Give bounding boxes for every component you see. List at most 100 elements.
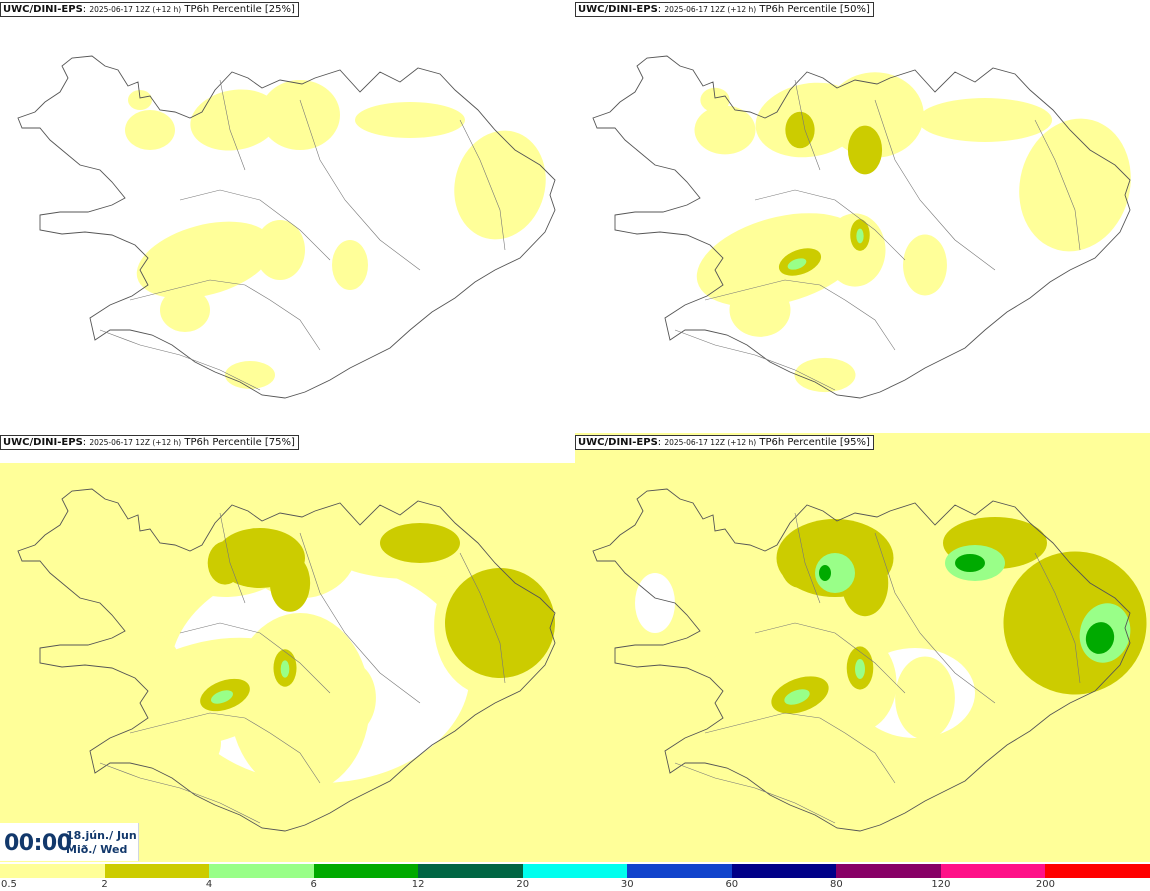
precip-area xyxy=(355,102,465,138)
legend-tick: 60 xyxy=(725,879,739,890)
precip-area xyxy=(114,534,186,592)
precip-area xyxy=(214,787,286,829)
precip-area xyxy=(1085,622,1115,654)
precip-area xyxy=(332,240,368,290)
precip-area xyxy=(160,288,210,332)
map-p50 xyxy=(592,55,1131,399)
precip-area xyxy=(454,130,546,240)
precip-area xyxy=(819,565,831,581)
road-line xyxy=(129,712,321,784)
coastline xyxy=(592,55,1131,399)
road-line xyxy=(299,532,421,704)
precip-area xyxy=(783,784,867,832)
precip-area xyxy=(125,110,175,150)
precip-area xyxy=(855,659,865,679)
precip-area xyxy=(856,228,864,244)
road-line xyxy=(129,279,321,351)
road-line xyxy=(99,329,261,391)
legend-swatch xyxy=(418,864,524,878)
road-line xyxy=(459,119,506,251)
road-line xyxy=(754,189,906,261)
precip-area xyxy=(700,87,730,113)
legend-swatch xyxy=(313,864,419,878)
road-line xyxy=(794,79,821,171)
panel-title-p75: UWC/DINI-EPS: 2025-06-17 12Z (+12 h) TP6… xyxy=(0,435,299,450)
precip-area xyxy=(903,234,947,296)
legend-swatch xyxy=(836,864,942,878)
precip-area xyxy=(815,553,855,593)
map-p95 xyxy=(575,433,1150,862)
legend-swatch xyxy=(1045,864,1150,878)
legend-swatch xyxy=(940,864,1046,878)
legend-tick: 12 xyxy=(411,879,425,890)
precip-area xyxy=(210,690,234,704)
precip-area xyxy=(635,573,675,633)
precip-area xyxy=(280,660,290,678)
road-line xyxy=(299,99,421,271)
coastline xyxy=(17,55,556,399)
color-legend: 0.5 2 4 6 12 20 30 60 80 120 200 xyxy=(0,862,1150,891)
panel-title-p25: UWC/DINI-EPS: 2025-06-17 12Z (+12 h) TP6… xyxy=(0,2,299,17)
coastline xyxy=(17,488,556,832)
panel-title-p50: UWC/DINI-EPS: 2025-06-17 12Z (+12 h) TP6… xyxy=(575,2,874,17)
legend-swatch xyxy=(209,864,315,878)
road-line xyxy=(1034,552,1081,684)
map-p25 xyxy=(17,55,556,399)
road-line xyxy=(794,512,821,604)
panel-title-p95: UWC/DINI-EPS: 2025-06-17 12Z (+12 h) TP6… xyxy=(575,435,874,450)
road-line xyxy=(219,79,246,171)
road-line xyxy=(754,622,906,694)
precip-area xyxy=(128,90,152,110)
precip-area xyxy=(847,125,883,175)
panel-p50: UWC/DINI-EPS: 2025-06-17 12Z (+12 h) TP6… xyxy=(575,0,1150,429)
legend-tick: 0.5 xyxy=(1,879,17,890)
coastline xyxy=(592,488,1131,832)
legend-tick: 6 xyxy=(310,879,317,890)
precip-area xyxy=(824,213,886,287)
precip-area xyxy=(718,706,802,780)
precip-area xyxy=(190,89,280,151)
precip-area xyxy=(895,656,955,740)
legend-swatch xyxy=(522,864,628,878)
precip-area xyxy=(225,361,275,389)
panel-p25: UWC/DINI-EPS: 2025-06-17 12Z (+12 h) TP6… xyxy=(0,0,575,429)
road-line xyxy=(674,329,836,391)
precip-area xyxy=(122,518,158,548)
precip-area xyxy=(785,111,815,149)
road-line xyxy=(99,762,261,824)
road-line xyxy=(674,762,836,824)
precip-area xyxy=(324,662,376,734)
precip-area xyxy=(729,283,791,337)
road-line xyxy=(874,99,996,271)
precip-area xyxy=(260,80,340,150)
precip-area xyxy=(445,568,555,678)
road-line xyxy=(179,189,331,261)
precip-area xyxy=(826,72,924,158)
road-line xyxy=(459,552,506,684)
road-line xyxy=(874,532,996,704)
precip-area xyxy=(1019,118,1131,252)
panel-p95: UWC/DINI-EPS: 2025-06-17 12Z (+12 h) TP6… xyxy=(575,433,1150,862)
legend-tick: 2 xyxy=(101,879,108,890)
precip-area xyxy=(695,516,735,550)
valid-time-box: 00:00 18.jún./ Jun Mið./ Wed xyxy=(0,823,139,861)
precip-area xyxy=(694,105,756,155)
legend-tick: 30 xyxy=(620,879,634,890)
legend-swatch xyxy=(627,864,733,878)
legend-swatch xyxy=(731,864,837,878)
legend-tick: 200 xyxy=(1035,879,1055,890)
precip-area xyxy=(149,711,221,775)
precip-area xyxy=(794,357,856,393)
road-line xyxy=(704,712,896,784)
precip-area xyxy=(136,221,274,299)
precip-area xyxy=(917,98,1053,142)
precip-area xyxy=(255,220,305,280)
valid-time: 00:00 xyxy=(4,831,72,856)
valid-date: 18.jún./ Jun Mið./ Wed xyxy=(66,829,137,856)
map-p75 xyxy=(0,433,575,862)
legend-swatch xyxy=(104,864,210,878)
panel-p75: UWC/DINI-EPS: 2025-06-17 12Z (+12 h) TP6… xyxy=(0,433,575,862)
road-line xyxy=(179,622,331,694)
road-line xyxy=(219,512,246,604)
precip-area xyxy=(784,689,810,705)
